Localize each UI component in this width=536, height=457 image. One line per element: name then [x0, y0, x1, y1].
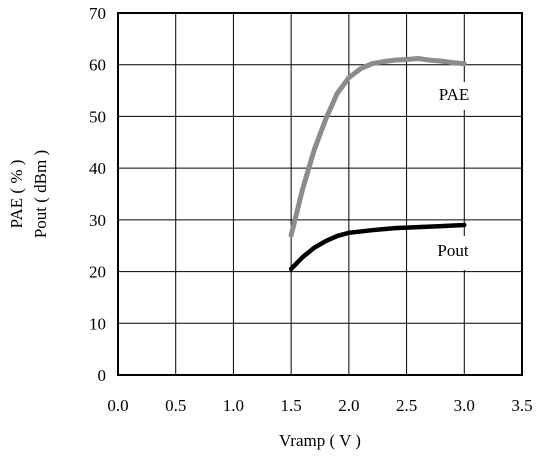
- x-axis-label: Vramp ( V ): [279, 431, 361, 450]
- data-point-pae: [451, 61, 455, 65]
- data-point-pout: [301, 255, 305, 259]
- data-point-pae: [301, 187, 305, 191]
- data-point-pae: [335, 91, 339, 95]
- data-point-pae: [289, 233, 293, 237]
- y-axis-label: PAE ( % ) Pout ( dBm ): [7, 150, 50, 238]
- data-point-pae: [324, 117, 328, 121]
- series-label-bg: [420, 236, 492, 270]
- y-tick-label: 10: [89, 314, 106, 333]
- data-point-pae: [439, 59, 443, 63]
- data-point-pae: [428, 58, 432, 62]
- y-axis-label-line: Pout ( dBm ): [31, 150, 50, 238]
- data-point-pout: [335, 234, 339, 238]
- series-label-bg: [432, 82, 480, 110]
- series-label-pae: PAE: [439, 85, 470, 104]
- data-point-pout: [393, 226, 397, 230]
- series-labels: PAE Pout: [420, 82, 492, 270]
- x-tick-label: 3.5: [511, 396, 532, 415]
- series-line-pae: [288, 56, 467, 238]
- data-point-pout: [439, 224, 443, 228]
- data-point-pae: [347, 76, 351, 80]
- data-point-pout: [289, 267, 293, 271]
- y-tick-label: 30: [89, 211, 106, 230]
- y-tick-label: 0: [98, 366, 107, 385]
- data-point-pout: [312, 246, 316, 250]
- data-point-pout: [462, 223, 466, 227]
- data-point-pout: [416, 225, 420, 229]
- grid: [118, 13, 522, 375]
- series-label-pout: Pout: [437, 241, 468, 260]
- y-tick-label: 20: [89, 263, 106, 282]
- data-point-pae: [462, 62, 466, 66]
- x-tick-label: 0.0: [107, 396, 128, 415]
- data-point-pae: [358, 67, 362, 71]
- y-tick-label: 60: [89, 56, 106, 75]
- y-axis-label-line: PAE ( % ): [7, 160, 26, 229]
- data-point-pae: [370, 62, 374, 66]
- tick-labels: 0.0 0.5 1.0 1.5 2.0 2.5 3.0 3.5 0 10 20 30 40 50 60 70: [89, 4, 533, 415]
- data-point-pout: [324, 239, 328, 243]
- data-point-pae: [312, 148, 316, 152]
- data-point-pae: [405, 58, 409, 62]
- x-tick-label: 2.0: [338, 396, 359, 415]
- series-pout: [288, 222, 467, 272]
- x-tick-label: 1.5: [281, 396, 302, 415]
- data-point-pout: [370, 228, 374, 232]
- x-tick-label: 3.0: [454, 396, 475, 415]
- y-tick-label: 70: [89, 4, 106, 23]
- y-tick-label: 50: [89, 107, 106, 126]
- x-tick-label: 2.5: [396, 396, 417, 415]
- data-point-pout: [347, 231, 351, 235]
- x-tick-label: 0.5: [165, 396, 186, 415]
- data-point-pae: [393, 58, 397, 62]
- series-layer: [288, 56, 467, 272]
- plot-frame: [117, 12, 523, 376]
- x-tick-label: 1.0: [223, 396, 244, 415]
- y-tick-label: 40: [89, 159, 106, 178]
- data-point-pae: [416, 57, 420, 61]
- data-point-pae: [381, 60, 385, 64]
- series-pae: [288, 56, 467, 238]
